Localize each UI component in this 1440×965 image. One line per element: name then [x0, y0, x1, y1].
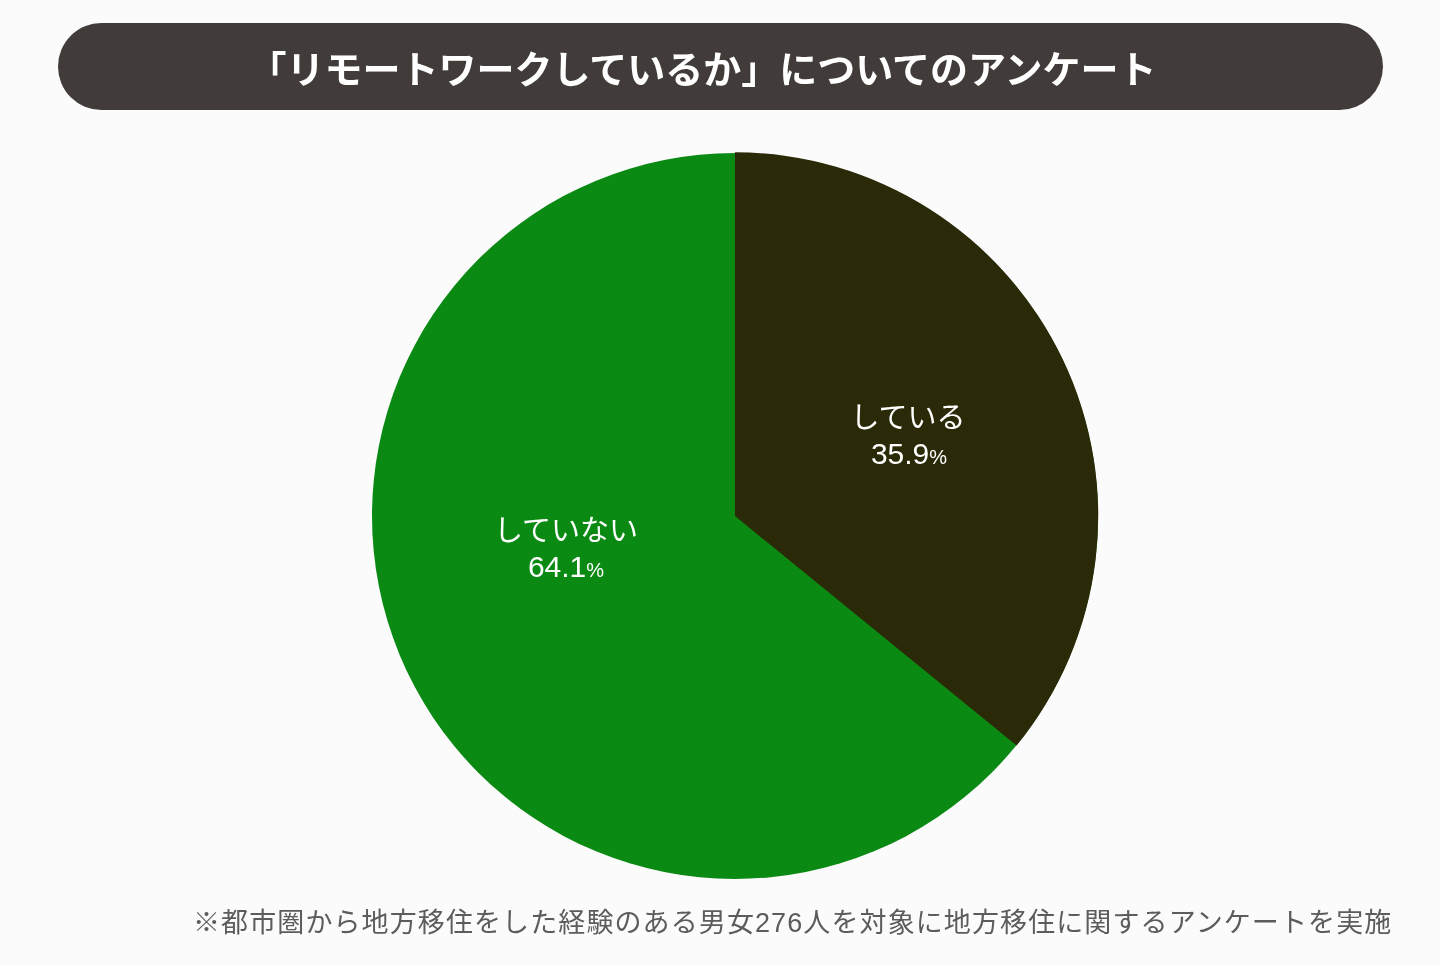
svg-text:している: している	[850, 402, 965, 434]
svg-text:していない: していない	[494, 515, 638, 547]
